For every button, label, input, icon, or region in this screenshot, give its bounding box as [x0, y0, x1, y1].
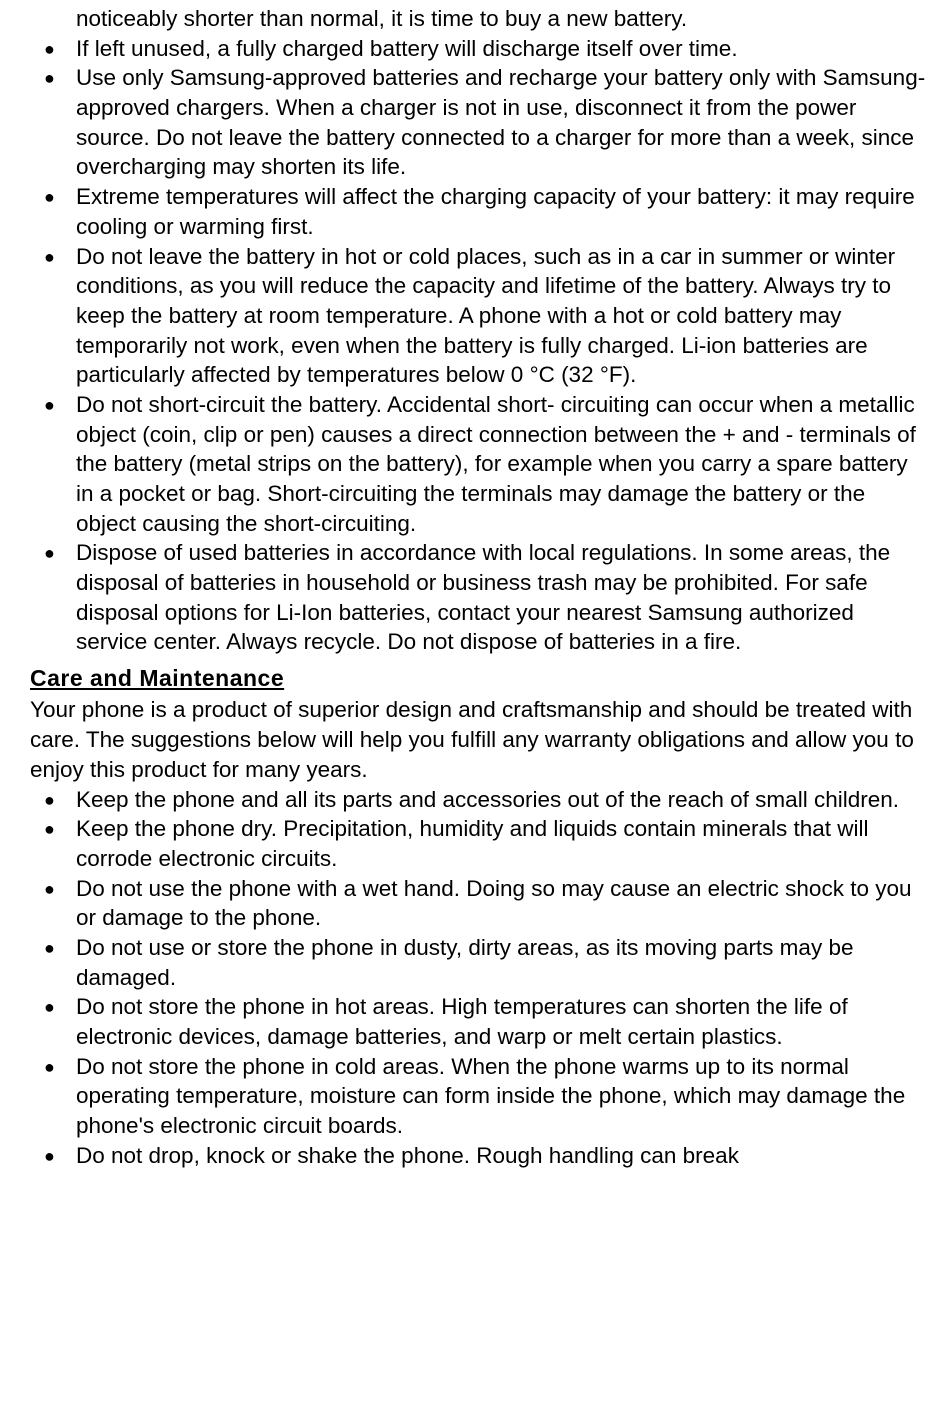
list-item: Do not use the phone with a wet hand. Do…: [30, 874, 926, 933]
list-item: Keep the phone dry. Precipitation, humid…: [30, 814, 926, 873]
list-item: Dispose of used batteries in accordance …: [30, 538, 926, 657]
continuation-line: noticeably shorter than normal, it is ti…: [76, 4, 926, 34]
list-item: Keep the phone and all its parts and acc…: [30, 785, 926, 815]
document-page: noticeably shorter than normal, it is ti…: [0, 0, 946, 1416]
section-heading-care-maintenance: Care and Maintenance: [30, 663, 926, 693]
list-item: Do not use or store the phone in dusty, …: [30, 933, 926, 992]
care-bullet-list: Keep the phone and all its parts and acc…: [30, 785, 926, 1171]
list-item: Extreme temperatures will affect the cha…: [30, 182, 926, 241]
list-item: If left unused, a fully charged battery …: [30, 34, 926, 64]
list-item: Do not short-circuit the battery. Accide…: [30, 390, 926, 538]
list-item: Do not leave the battery in hot or cold …: [30, 242, 926, 390]
section-intro: Your phone is a product of superior desi…: [30, 695, 926, 784]
list-item: Do not store the phone in hot areas. Hig…: [30, 992, 926, 1051]
list-item: Do not drop, knock or shake the phone. R…: [30, 1141, 926, 1171]
list-item: Use only Samsung-approved batteries and …: [30, 63, 926, 182]
list-item: Do not store the phone in cold areas. Wh…: [30, 1052, 926, 1141]
battery-bullet-list: If left unused, a fully charged battery …: [30, 34, 926, 657]
